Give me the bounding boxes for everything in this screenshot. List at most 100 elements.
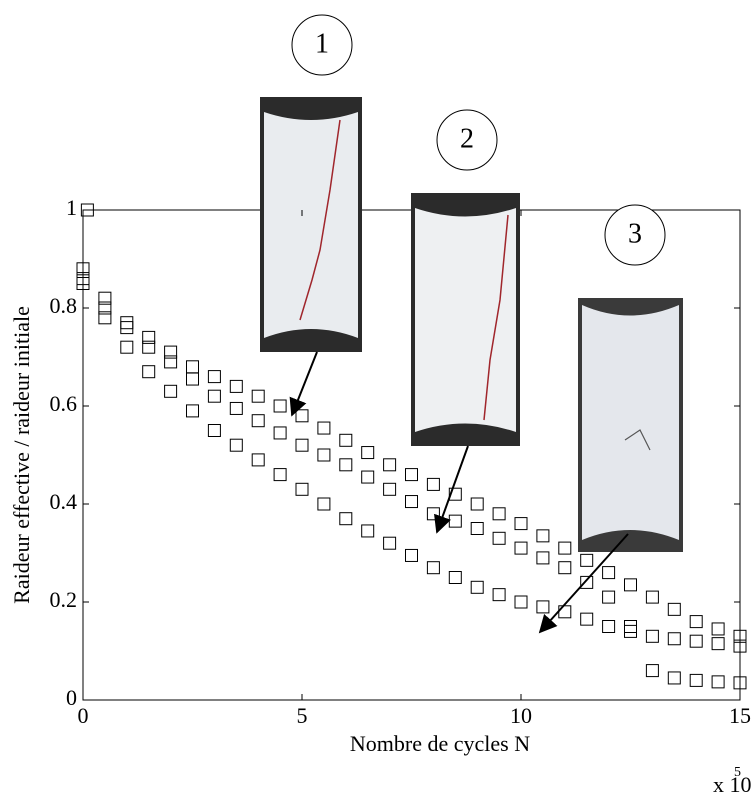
marker [558, 541, 572, 555]
x-tick-label: 10 [510, 703, 532, 728]
marker [580, 612, 594, 626]
marker [120, 316, 134, 330]
y-tick-label: 0.8 [50, 293, 78, 318]
marker [251, 453, 265, 467]
marker [689, 634, 703, 648]
marker [645, 629, 659, 643]
marker [689, 615, 703, 629]
marker [361, 470, 375, 484]
annotation: 2 [460, 123, 474, 154]
marker [273, 426, 287, 440]
y-tick-label: 0.6 [50, 391, 78, 416]
marker [492, 588, 506, 602]
marker [98, 291, 112, 305]
marker [711, 622, 725, 636]
y-tick-label: 0.4 [50, 489, 78, 514]
marker [229, 379, 243, 393]
crack [624, 429, 651, 451]
marker [164, 384, 178, 398]
marker [80, 203, 94, 217]
marker [339, 458, 353, 472]
marker [536, 600, 550, 614]
marker [536, 551, 550, 565]
x-tick-label: 0 [78, 703, 89, 728]
x-multiplier-exponent: 5 [734, 765, 741, 780]
marker [580, 553, 594, 567]
marker [383, 536, 397, 550]
marker [514, 541, 528, 555]
y-tick-label: 0.2 [50, 587, 78, 612]
photos [260, 97, 683, 552]
marker [295, 409, 309, 423]
annotation: 1 [315, 28, 329, 59]
y-axis-label: Raideur effective / raideur initiale [9, 306, 34, 604]
crack [299, 119, 341, 321]
marker [514, 517, 528, 531]
marker [164, 355, 178, 369]
marker [426, 507, 440, 521]
arrow [434, 445, 469, 534]
marker [251, 389, 265, 403]
marker [76, 277, 90, 290]
annotation-circle [436, 109, 498, 171]
marker [142, 340, 156, 354]
marker [361, 446, 375, 460]
marker [448, 514, 462, 528]
marker [492, 507, 506, 521]
marker [339, 433, 353, 447]
marker [383, 482, 397, 496]
marker [426, 561, 440, 575]
marker [317, 448, 331, 462]
marker [514, 595, 528, 609]
marker [98, 311, 112, 325]
marker [142, 330, 156, 344]
marker [733, 629, 747, 643]
marker [207, 389, 221, 403]
marker [558, 561, 572, 575]
annotation-circle [604, 204, 666, 266]
marker [361, 524, 375, 538]
marker [120, 340, 134, 354]
x-multiplier: x 10 [713, 772, 752, 797]
annotation: 3 [628, 218, 642, 249]
marker [667, 602, 681, 616]
marker [448, 571, 462, 584]
photo-1-specimen [264, 112, 358, 338]
marker [602, 590, 616, 604]
photo-3-specimen [582, 305, 679, 540]
marker [733, 639, 747, 653]
marker [448, 487, 462, 501]
marker [470, 497, 484, 511]
marker [229, 438, 243, 452]
marker [667, 632, 681, 646]
y-tick-label: 1 [66, 195, 77, 220]
marker [273, 399, 287, 413]
marker [295, 482, 309, 496]
marker [624, 624, 637, 638]
photo-2-specimen [415, 208, 516, 432]
marker [186, 360, 199, 374]
marker [186, 404, 199, 418]
arrow [289, 351, 318, 417]
marker [602, 620, 616, 633]
marker [492, 531, 506, 545]
marker [317, 421, 331, 435]
annotation-circle [291, 14, 353, 76]
x-axis-label: Nombre de cycles N [350, 731, 530, 756]
marker [405, 548, 418, 562]
marker [295, 438, 309, 452]
arrows [289, 351, 629, 634]
marker [645, 590, 659, 604]
marker [186, 372, 199, 386]
marker [602, 566, 616, 580]
marker [229, 401, 243, 415]
marker [317, 497, 331, 511]
marker [76, 262, 90, 276]
marker [470, 522, 484, 535]
marker [98, 301, 112, 315]
marker [711, 637, 725, 651]
marker [207, 370, 221, 384]
marker [558, 605, 572, 619]
marker [689, 673, 703, 687]
